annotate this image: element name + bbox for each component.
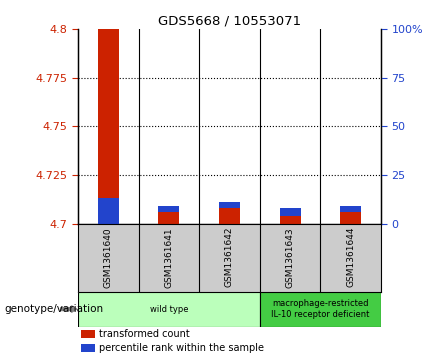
Bar [158, 206, 180, 212]
Bar [158, 212, 180, 224]
Bar [78, 291, 260, 327]
Text: macrophage-restricted
IL-10 receptor deficient: macrophage-restricted IL-10 receptor def… [271, 299, 370, 319]
Text: GSM1361643: GSM1361643 [286, 227, 294, 287]
Text: transformed count: transformed count [99, 329, 190, 339]
Text: genotype/variation: genotype/variation [4, 304, 103, 314]
Bar [98, 29, 119, 224]
Title: GDS5668 / 10553071: GDS5668 / 10553071 [158, 15, 301, 28]
Text: GSM1361641: GSM1361641 [165, 227, 173, 287]
Bar [280, 208, 301, 216]
Bar [81, 344, 94, 352]
Bar [340, 212, 361, 224]
Text: wild type: wild type [150, 305, 188, 314]
Bar [219, 202, 240, 208]
Text: percentile rank within the sample: percentile rank within the sample [99, 343, 264, 353]
Bar [340, 206, 361, 212]
Bar [219, 208, 240, 224]
Bar [280, 216, 301, 224]
Text: GSM1361640: GSM1361640 [104, 227, 113, 287]
Bar [81, 330, 94, 338]
Bar [260, 291, 381, 327]
Text: GSM1361644: GSM1361644 [346, 227, 355, 287]
Bar [98, 198, 119, 224]
Text: GSM1361642: GSM1361642 [225, 227, 234, 287]
